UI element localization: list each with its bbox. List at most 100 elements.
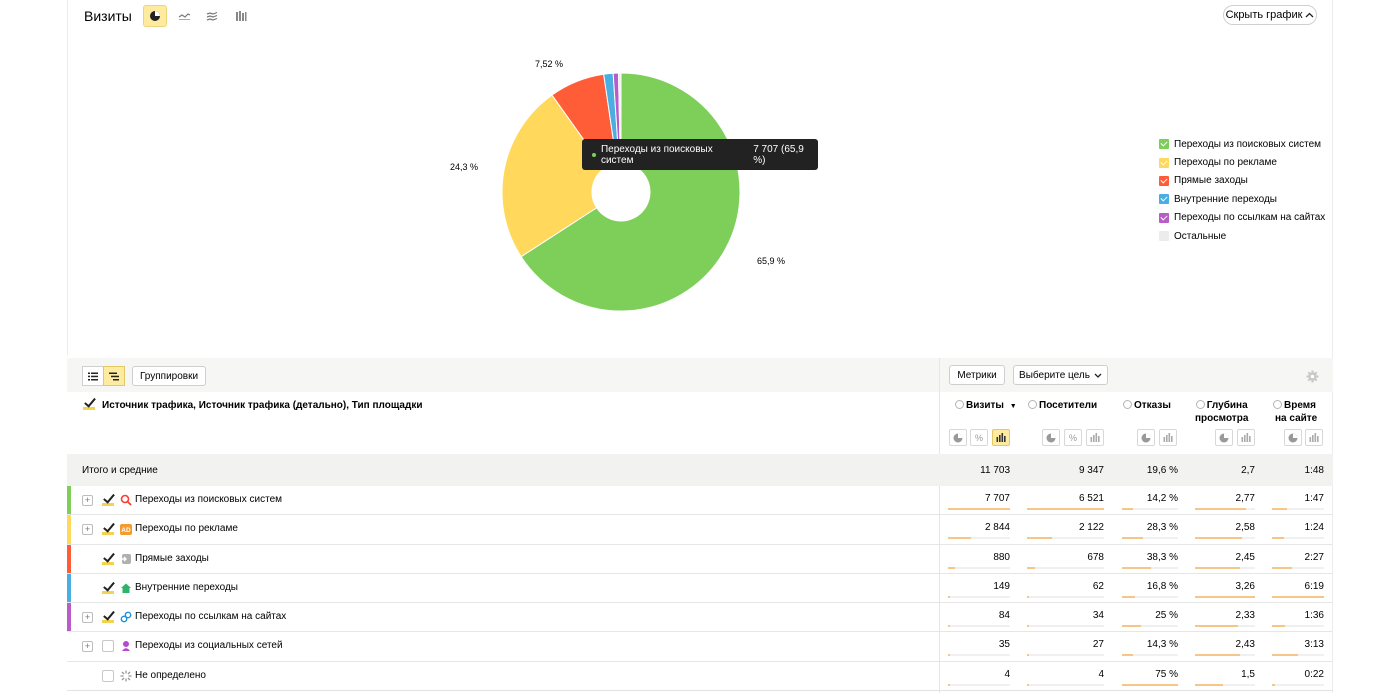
line-chart-icon xyxy=(178,13,190,20)
row-color-stripe xyxy=(67,573,71,603)
groupings-button[interactable]: Группировки xyxy=(132,366,206,386)
row-name[interactable]: Переходы по рекламе xyxy=(135,523,238,535)
legend-label: Переходы по рекламе xyxy=(1174,157,1277,169)
legend-item[interactable]: Переходы по ссылкам на сайтах xyxy=(1159,209,1325,227)
column-view-percent-icon[interactable]: % xyxy=(1064,429,1082,446)
bar-chart-toggle[interactable] xyxy=(229,5,253,27)
bar-fill-time xyxy=(1272,537,1284,540)
table-row[interactable]: + Переходы по ссылкам на сайтах 84 34 25 % 2,… xyxy=(67,603,1333,633)
legend-item[interactable]: Прямые заходы xyxy=(1159,172,1325,190)
expand-icon[interactable]: + xyxy=(82,495,93,506)
bar-track-visitors xyxy=(1027,595,1104,598)
bar-track-depth xyxy=(1195,654,1255,657)
row-name[interactable]: Переходы из социальных сетей xyxy=(135,640,283,652)
column-view-bar-icon[interactable] xyxy=(992,429,1010,446)
table-row[interactable]: + Переходы из поисковых систем 7 707 6 521 1… xyxy=(67,486,1333,516)
column-separator xyxy=(939,358,940,693)
column-view-bar-icon[interactable] xyxy=(1086,429,1104,446)
legend-checkbox[interactable] xyxy=(1159,212,1169,223)
row-checkbox[interactable] xyxy=(102,611,114,624)
row-name[interactable]: Внутренние переходы xyxy=(135,581,238,593)
row-checkbox[interactable] xyxy=(102,494,114,506)
totals-bounces: 19,6 % xyxy=(1146,465,1178,476)
column-view-bar-icon[interactable] xyxy=(1159,429,1177,446)
bar-fill-depth xyxy=(1195,625,1238,628)
column-view-pie-icon[interactable] xyxy=(1215,429,1233,446)
table-row[interactable]: + AD Переходы по рекламе 2 844 2 122 28,3 % 2,… xyxy=(67,515,1333,545)
cell-depth: 2,45 xyxy=(1235,551,1255,563)
legend-item[interactable]: Переходы по рекламе xyxy=(1159,153,1325,171)
column-header-time[interactable]: Время на сайте xyxy=(1273,400,1318,424)
column-view-pie-icon[interactable] xyxy=(1137,429,1155,446)
row-checkbox[interactable] xyxy=(102,553,114,565)
pie-slice[interactable] xyxy=(501,94,605,258)
row-checkbox[interactable] xyxy=(102,669,114,682)
legend-checkbox[interactable] xyxy=(1159,231,1169,242)
bar-track-bounces xyxy=(1122,537,1178,540)
row-name[interactable]: Не определено xyxy=(135,669,206,681)
bar-track-visits xyxy=(948,625,1010,628)
hide-chart-button[interactable]: Скрыть график xyxy=(1223,5,1317,25)
area-chart-toggle[interactable] xyxy=(200,5,224,27)
legend-label: Внутренние переходы xyxy=(1174,193,1277,205)
legend-checkbox[interactable] xyxy=(1159,139,1169,150)
pie-chart-toggle[interactable] xyxy=(143,5,167,27)
row-checkbox[interactable] xyxy=(102,523,114,536)
row-name[interactable]: Прямые заходы xyxy=(135,552,209,564)
legend-checkbox[interactable] xyxy=(1159,157,1169,168)
goal-select-label: Выберите цель xyxy=(1019,369,1090,381)
bar-track-bounces xyxy=(1122,625,1178,628)
bar-fill-visitors xyxy=(1027,508,1104,510)
column-view-bar-icon[interactable] xyxy=(1305,429,1323,446)
column-header-visits[interactable]: Визиты ▼ xyxy=(955,400,1017,414)
list-view-button[interactable] xyxy=(82,366,104,386)
pie-slice[interactable] xyxy=(520,72,741,312)
legend-item[interactable]: Внутренние переходы xyxy=(1159,190,1325,208)
column-view-bar-icon[interactable] xyxy=(1237,429,1255,446)
cell-time: 1:47 xyxy=(1304,493,1324,504)
tooltip-label: Переходы из поисковых систем xyxy=(600,143,713,166)
expand-icon[interactable]: + xyxy=(82,524,93,536)
bar-track-bounces xyxy=(1122,654,1178,657)
pie-chart-icon xyxy=(150,11,160,21)
totals-visits: 11 703 xyxy=(980,465,1010,476)
row-name[interactable]: Переходы по ссылкам на сайтах xyxy=(135,611,287,623)
column-view-pie-icon[interactable] xyxy=(1284,429,1302,446)
column-header-bounces[interactable]: Отказы xyxy=(1123,400,1171,413)
column-header-visitors[interactable]: Посетители xyxy=(1028,400,1097,413)
expand-icon[interactable]: + xyxy=(82,641,93,653)
legend-item[interactable]: Остальные xyxy=(1159,227,1325,245)
slice-label-ads: 24,3 % xyxy=(450,162,479,172)
legend-checkbox[interactable] xyxy=(1159,175,1169,186)
row-checkbox[interactable] xyxy=(102,582,114,594)
bar-fill-bounces xyxy=(1122,566,1151,569)
bar-track-bounces xyxy=(1122,683,1178,686)
goal-select[interactable]: Выберите цель xyxy=(1013,365,1108,385)
expand-icon[interactable]: + xyxy=(82,612,93,624)
table-row[interactable]: Внутренние переходы 149 62 16,8 % 3,26 6:19 xyxy=(67,573,1333,604)
metrics-button[interactable]: Метрики xyxy=(949,365,1005,385)
line-chart-toggle[interactable] xyxy=(172,5,196,27)
table-row[interactable]: Прямые заходы 880 678 38,3 % 2,45 2:27 xyxy=(67,544,1333,574)
column-view-pie-icon[interactable] xyxy=(949,429,967,446)
bar-track-visits xyxy=(948,508,1010,510)
column-view-percent-icon[interactable]: % xyxy=(970,429,988,446)
table-bottom-rule xyxy=(67,690,1333,691)
bar-track-bounces xyxy=(1122,595,1178,598)
row-checkbox[interactable] xyxy=(102,640,114,653)
table-row[interactable]: + Переходы из социальных сетей 35 27 14,3 % 2… xyxy=(67,632,1333,662)
dimension-checkbox[interactable] xyxy=(83,398,95,410)
table-toolbar xyxy=(67,358,1333,392)
legend-item[interactable]: Переходы из поисковых систем xyxy=(1159,135,1325,153)
column-header-depth[interactable]: Глубина просмотра xyxy=(1195,400,1249,424)
table-row[interactable]: Не определено 4 4 75 % 1,5 0:22 xyxy=(67,662,1333,692)
legend-checkbox[interactable] xyxy=(1159,194,1169,205)
row-name[interactable]: Переходы из поисковых систем xyxy=(135,494,283,505)
bar-fill-bounces xyxy=(1122,654,1133,657)
totals-label: Итого и средние xyxy=(82,465,158,476)
tree-view-button[interactable] xyxy=(103,366,125,386)
link-icon xyxy=(120,611,132,623)
column-view-pie-icon[interactable] xyxy=(1042,429,1060,446)
settings-gear-icon[interactable] xyxy=(1306,370,1319,386)
cell-time: 6:19 xyxy=(1304,580,1324,592)
